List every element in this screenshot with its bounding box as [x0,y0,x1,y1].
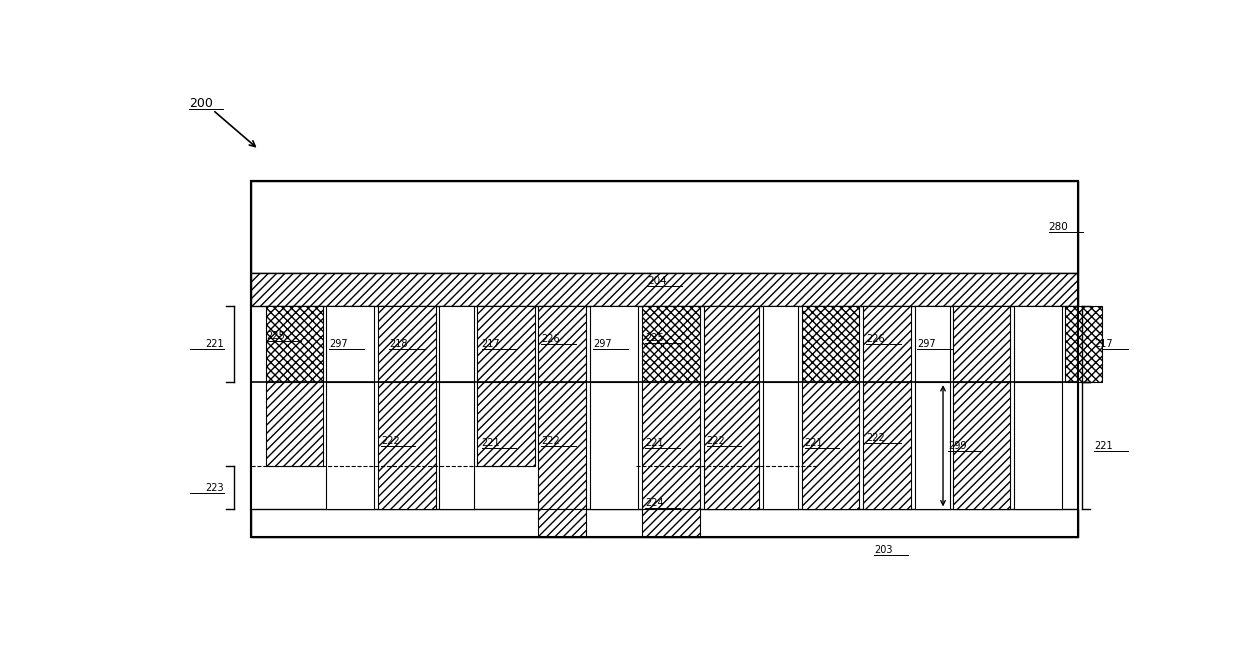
Text: 217: 217 [1094,339,1112,349]
Text: 222: 222 [866,433,885,443]
Text: 225: 225 [267,331,285,341]
Text: 226: 226 [866,334,885,344]
Bar [704,306,759,382]
Text: 226: 226 [542,334,560,344]
Bar [326,306,374,382]
Text: 223: 223 [206,483,224,492]
Bar [1014,382,1063,510]
Bar [439,306,474,382]
Bar [477,382,534,466]
Text: 297: 297 [593,339,611,349]
Bar [439,382,474,510]
Bar [250,181,1078,537]
Bar [250,306,1078,510]
Text: 299: 299 [947,441,966,451]
Bar [1065,306,1101,382]
Text: 225: 225 [645,333,663,343]
Bar [1014,306,1063,382]
Bar [538,306,587,382]
Bar [538,382,587,510]
Text: 280: 280 [1049,222,1069,232]
Text: 297: 297 [329,339,347,349]
Text: 221: 221 [1094,441,1112,451]
Text: 218: 218 [389,339,408,349]
Bar [250,181,1078,273]
Text: 221: 221 [206,339,224,349]
Text: 221: 221 [805,438,823,448]
Bar [642,510,699,537]
Bar [704,382,759,510]
Bar [378,382,435,510]
Bar [802,306,859,382]
Bar [250,181,1078,537]
Bar [265,306,324,382]
Bar [642,382,699,510]
Bar [952,382,1011,510]
Bar [764,382,797,510]
Bar [326,382,374,510]
Bar [764,306,797,382]
Bar [863,306,911,382]
Bar [590,306,639,382]
Text: 222: 222 [707,436,725,446]
Bar [378,306,435,382]
Bar [477,306,534,382]
Bar [642,306,699,382]
Bar [590,382,639,510]
Bar [915,306,950,382]
Text: 204: 204 [647,276,667,286]
Bar [250,273,1078,306]
Bar [265,382,324,466]
Text: 221: 221 [481,438,501,448]
Text: 297: 297 [918,339,936,349]
Bar [952,306,1011,382]
Text: 222: 222 [381,436,399,446]
Bar [250,510,1078,537]
Text: 200: 200 [188,97,212,110]
Text: 203: 203 [874,545,893,555]
Text: 222: 222 [542,436,560,446]
Text: 221: 221 [645,438,663,448]
Text: 217: 217 [481,339,501,349]
Bar [802,382,859,510]
Bar [863,382,911,510]
Text: 224: 224 [645,498,663,508]
Bar [538,510,587,537]
Bar [915,382,950,510]
